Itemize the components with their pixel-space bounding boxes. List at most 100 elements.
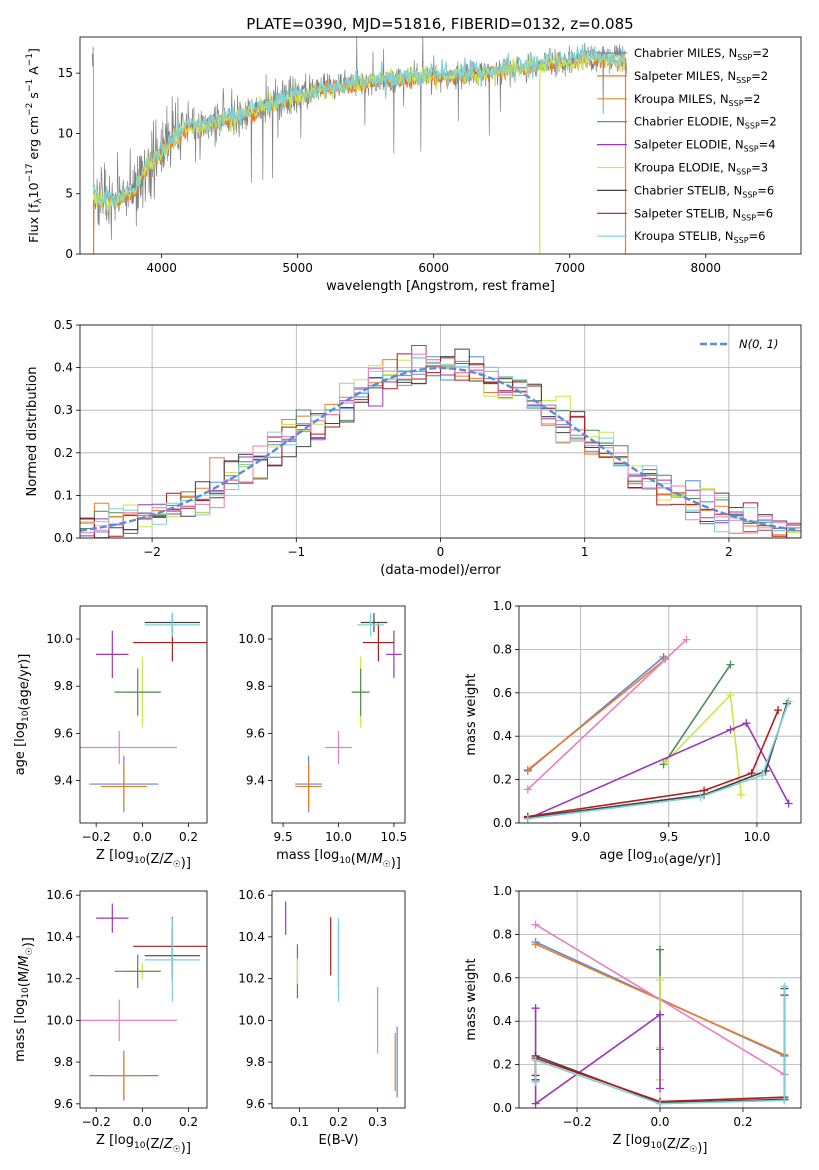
label-part: Z [ [96, 848, 114, 863]
mass-weight-marker-salpeter_elodie [531, 1004, 540, 1013]
y-tick-label: 15 [58, 66, 73, 80]
mass-weight-line-salpeter_stelib [527, 709, 779, 818]
label-part: log [13, 722, 28, 742]
label-part: mass [ [13, 1019, 28, 1062]
histogram-step-salpeter_stelib [80, 353, 801, 538]
label-sub: SSP [729, 99, 744, 108]
mass-weight-marker-kroupa_stelib [784, 697, 793, 706]
x-tick-label: −2 [143, 545, 161, 559]
y-axis-label: Flux [fλ10−17 erg cm−2 s−1 A−1] [25, 48, 44, 243]
x-tick-label: 0.3 [368, 1115, 387, 1129]
figure-title: PLATE=0390, MJD=51816, FIBERID=0132, z=0… [246, 15, 633, 33]
y-tick-label: 10 [58, 126, 73, 140]
label-part: age [ [599, 848, 632, 863]
axes-frame [271, 605, 406, 824]
label-part: Salpeter ELODIE, N [634, 138, 744, 152]
label-part: wavelength [Angstrom, rest frame] [326, 279, 555, 294]
label-part: mass weight [464, 673, 479, 755]
x-tick-label: 0.0 [133, 830, 152, 844]
y-tick-label: 10.6 [238, 888, 265, 902]
y-tick-label: 0.6 [493, 686, 512, 700]
label-part: )] [391, 856, 401, 871]
label-part: 10 [26, 182, 41, 198]
mw_vs_age-panel: 9.0 9.5 10.0 0.0 0.2 0.4 0.6 0.8 1.0 age [log10(a… [464, 599, 802, 867]
axes-frame [79, 324, 802, 539]
label-part: erg cm [26, 116, 41, 164]
age_vs_mass-panel: 9.5 10.0 10.5 9.4 9.6 9.8 10.0 mass [log10(M/M☉… [238, 605, 408, 871]
y-tick-label: 5 [65, 187, 73, 201]
x-axis-label: Z [log10(Z/Z☉)] [96, 1133, 191, 1156]
mass-weight-line-chabrier_elodie [662, 664, 732, 765]
label-sub: SSP [744, 145, 759, 154]
y-tick-label: 0.2 [54, 446, 73, 460]
mass_vs_ebv-plot-area [285, 901, 398, 1098]
label-part: log [114, 848, 134, 863]
x-tick-label: 0.1 [290, 1115, 309, 1129]
axes-frame [79, 890, 208, 1109]
label-part: =6 [757, 183, 774, 197]
mass-weight-marker-kroupa_elodie [726, 690, 735, 699]
x-axis-label: wavelength [Angstrom, rest frame] [326, 279, 555, 294]
label-part: Chabrier STELIB, N [634, 183, 742, 197]
spectrum-plot-area [91, 37, 628, 254]
y-tick-label: 0.0 [493, 1101, 512, 1115]
label-sub: 10 [21, 710, 31, 722]
label-sub: ☉ [173, 860, 181, 870]
legend-label: Salpeter STELIB, NSSP=6 [634, 206, 773, 222]
mass-weight-marker-pink [523, 785, 532, 794]
mass-weight-marker-kroupa_stelib [780, 1096, 789, 1105]
y-tick-label: 9.8 [246, 1055, 265, 1069]
y-tick-label: 9.4 [246, 774, 265, 788]
age_vs_mass-plot-area [295, 613, 402, 813]
y-axis-label: age [log10(age/yr)] [13, 654, 32, 776]
label-part: )] [181, 856, 191, 871]
label-part: Salpeter MILES, N [634, 69, 736, 83]
x-tick-label: 10.0 [744, 830, 771, 844]
x-tick-label: 4000 [146, 261, 177, 275]
label-sup: −1 [25, 79, 35, 92]
x-tick-label: 8000 [691, 261, 722, 275]
mass-weight-marker-chabrier_elodie [726, 660, 735, 669]
x-tick-label: 6000 [418, 261, 449, 275]
y-tick-label: 1.0 [493, 599, 512, 613]
label-part: A [26, 66, 41, 79]
y-tick-label: 0.5 [54, 318, 73, 332]
x-tick-label: −0.2 [562, 1115, 591, 1129]
x-tick-label: 0.2 [179, 830, 198, 844]
mass-weight-marker-salpeter_elodie [784, 799, 793, 808]
label-part: Z [ [613, 1133, 631, 1148]
label-part: log [13, 999, 28, 1019]
label-part: =2 [744, 92, 761, 106]
label-part: (M/ [351, 852, 372, 867]
model-spectrum-kroupa_stelib [93, 44, 626, 210]
mw_vs_age-plot-area [523, 635, 793, 823]
y-tick-label: 10.2 [46, 972, 73, 986]
mass-weight-line-chabrier_stelib [527, 703, 788, 819]
x-tick-label: 0.0 [650, 1115, 669, 1129]
mass-weight-marker-salpeter_elodie [531, 1099, 540, 1108]
mass-weight-marker-kroupa_stelib [523, 814, 532, 823]
mass_vs_Z-panel: −0.2 0.0 0.29.69.810.010.210.410.6Z [log10… [13, 888, 208, 1156]
legend-label: Chabrier ELODIE, NSSP=2 [634, 115, 777, 131]
y-tick-label: 0.4 [493, 1014, 512, 1028]
label-sub: ☉ [689, 1145, 697, 1155]
y-tick-label: 9.8 [54, 679, 73, 693]
label-part: =2 [760, 115, 777, 129]
label-part: Z [679, 1137, 690, 1152]
x-tick-label: 0.2 [329, 1115, 348, 1129]
label-part: mass [ [276, 848, 319, 863]
mass-weight-marker-salpeter_miles [531, 940, 540, 949]
label-part: M [371, 852, 382, 867]
label-part: Chabrier MILES, N [634, 46, 737, 60]
mw_vs_Z-plot-area [531, 920, 789, 1108]
label-part: M [17, 955, 32, 966]
mass-weight-marker-kroupa_stelib [758, 771, 767, 780]
legend-label: N(0, 1) [739, 337, 779, 351]
y-tick-label: 10.0 [46, 1013, 73, 1027]
label-part: =3 [751, 161, 768, 175]
x-tick-label: 10.5 [381, 830, 408, 844]
label-part: age [ [13, 742, 28, 775]
label-sub: 10 [651, 1141, 663, 1151]
histogram-step-pink [80, 353, 801, 534]
